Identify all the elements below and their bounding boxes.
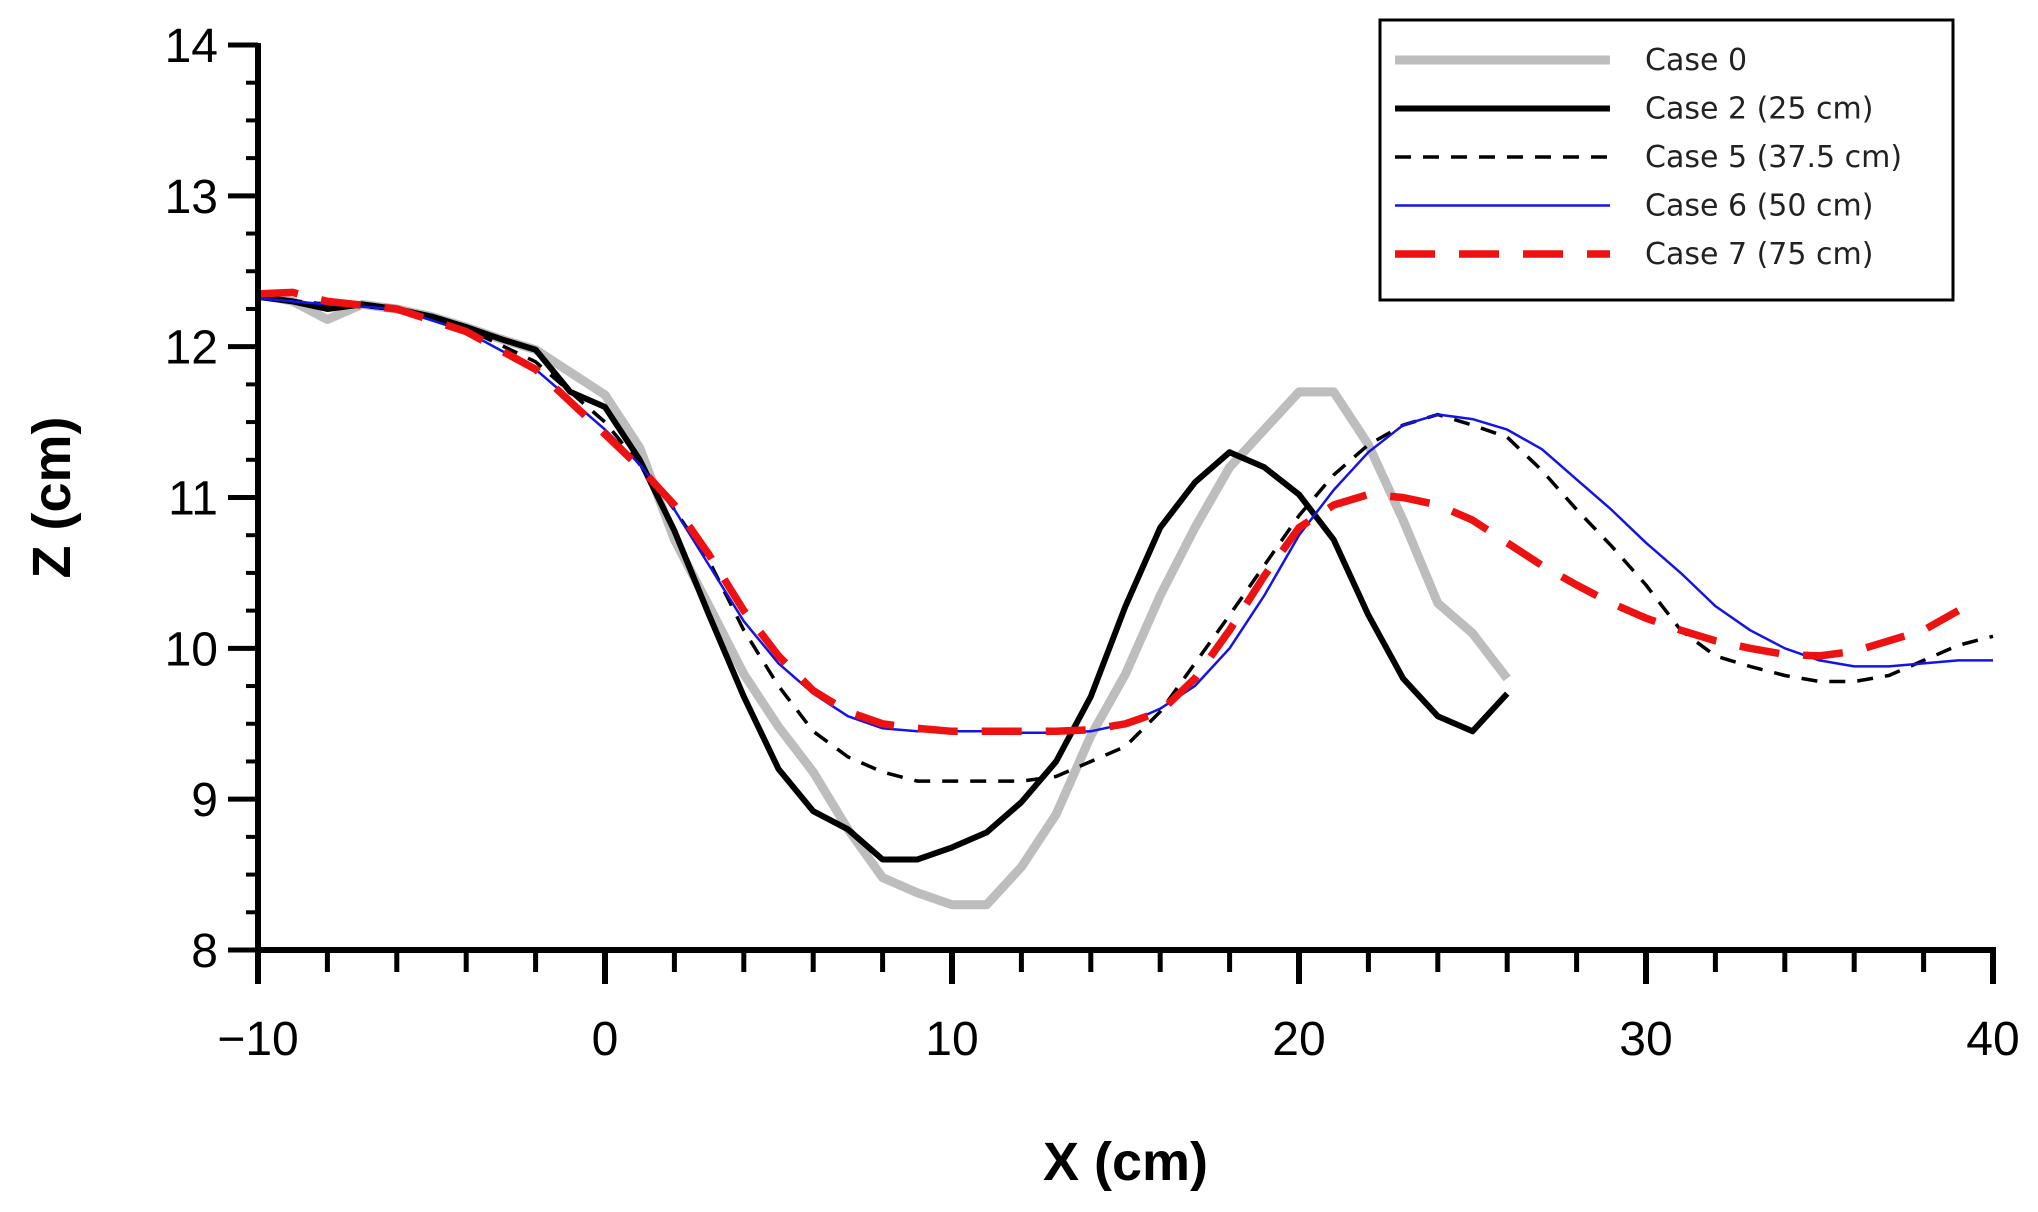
y-axis-title: Z (cm) — [22, 417, 82, 579]
x-tick-label: 10 — [925, 1013, 978, 1066]
x-tick-label: 40 — [1966, 1013, 2019, 1066]
y-tick-label: 12 — [165, 322, 218, 375]
y-tick-label: 13 — [165, 171, 218, 224]
legend-label: Case 2 (25 cm) — [1645, 92, 1873, 127]
series-line-case-5-37-5-cm — [257, 295, 1994, 783]
y-tick-label: 9 — [191, 774, 218, 827]
legend-label: Case 6 (50 cm) — [1645, 189, 1873, 224]
x-tick-label: −10 — [217, 1013, 298, 1066]
series-line-case-6-50-cm — [257, 297, 1993, 735]
legend-label: Case 0 — [1645, 43, 1747, 78]
x-tick-label: 0 — [592, 1013, 619, 1066]
y-tick-label: 14 — [165, 20, 218, 73]
x-tick-label: 30 — [1619, 1013, 1672, 1066]
series-line-case-7-75-cm — [257, 288, 1961, 736]
y-tick-label: 10 — [165, 623, 218, 676]
x-tick-label: 20 — [1272, 1013, 1325, 1066]
series-line-case-2-25-cm — [257, 293, 1510, 863]
legend-label: Case 5 (37.5 cm) — [1645, 140, 1902, 175]
axes: −10 0 10 20 30 40 8 9 10 11 12 13 14 — [165, 20, 2020, 1066]
series-line-case-0 — [257, 289, 1511, 910]
y-tick-label: 8 — [191, 925, 218, 978]
y-tick-label: 11 — [168, 473, 218, 526]
legend: Case 0 Case 2 (25 cm) Case 5 (37.5 cm) Case… — [1378, 18, 1955, 302]
axis-ticks: −10 0 10 20 30 40 8 9 10 11 12 13 14 — [165, 20, 2020, 1066]
series-lines — [257, 288, 1994, 910]
legend-label: Case 7 (75 cm) — [1645, 237, 1873, 272]
x-axis-title: X (cm) — [1043, 1132, 1208, 1192]
